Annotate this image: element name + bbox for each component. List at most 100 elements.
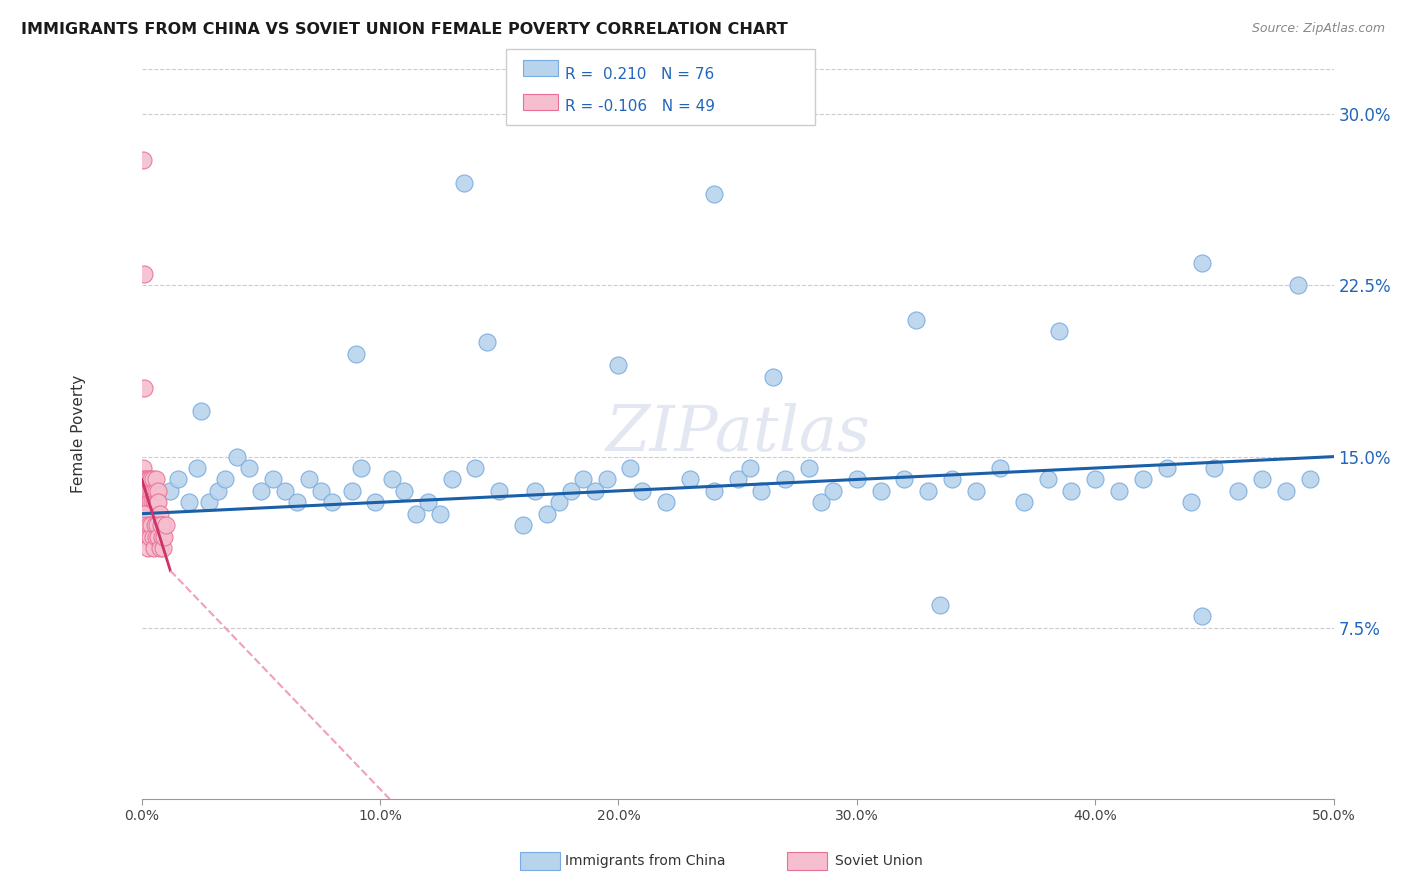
Point: [143, 495, 166, 509]
Text: R = -0.106   N = 49: R = -0.106 N = 49: [565, 99, 716, 114]
Point: [149, 507, 172, 521]
Point: [762, 369, 785, 384]
Point: [149, 518, 172, 533]
Point: [262, 473, 284, 487]
Point: [1298, 473, 1320, 487]
Point: [619, 461, 641, 475]
Point: [190, 404, 212, 418]
Point: [340, 483, 363, 498]
Point: [134, 473, 156, 487]
Point: [560, 483, 582, 498]
Point: [132, 461, 155, 475]
Point: [364, 495, 387, 509]
Point: [810, 495, 832, 509]
Point: [134, 495, 156, 509]
Point: [679, 473, 702, 487]
Point: [344, 347, 367, 361]
Point: [655, 495, 678, 509]
Point: [440, 473, 463, 487]
Point: [905, 312, 928, 326]
Point: [477, 335, 499, 350]
Point: [197, 495, 219, 509]
Point: [524, 483, 547, 498]
Point: [132, 153, 155, 167]
Point: [135, 483, 157, 498]
Point: [775, 473, 797, 487]
Text: ZIPatlas: ZIPatlas: [605, 403, 870, 465]
Point: [135, 529, 157, 543]
Point: [136, 473, 159, 487]
Point: [321, 495, 343, 509]
Point: [845, 473, 868, 487]
Point: [893, 473, 915, 487]
Point: [250, 483, 273, 498]
Point: [142, 541, 165, 555]
Point: [138, 473, 160, 487]
Point: [381, 473, 404, 487]
Point: [150, 529, 173, 543]
Point: [738, 461, 761, 475]
Point: [405, 507, 427, 521]
Point: [1191, 255, 1213, 269]
Point: [135, 495, 157, 509]
Point: [146, 495, 169, 509]
Point: [142, 473, 165, 487]
Point: [134, 381, 156, 395]
Point: [453, 176, 475, 190]
Point: [141, 495, 163, 509]
Point: [132, 473, 155, 487]
Point: [150, 529, 173, 543]
Point: [179, 495, 201, 509]
Point: [285, 495, 308, 509]
Point: [512, 518, 534, 533]
Text: Immigrants from China: Immigrants from China: [565, 854, 725, 868]
Point: [146, 518, 169, 533]
Point: [631, 483, 654, 498]
Point: [1251, 473, 1274, 487]
Point: [1132, 473, 1154, 487]
Point: [548, 495, 571, 509]
Point: [1036, 473, 1059, 487]
Point: [595, 473, 617, 487]
Point: [350, 461, 373, 475]
Point: [1108, 483, 1130, 498]
Point: [238, 461, 260, 475]
Point: [139, 529, 162, 543]
Point: [148, 495, 170, 509]
Point: [298, 473, 321, 487]
Point: [1156, 461, 1178, 475]
Point: [226, 450, 249, 464]
Point: [141, 529, 163, 543]
Point: [917, 483, 939, 498]
Point: [143, 483, 166, 498]
Point: [274, 483, 297, 498]
Point: [143, 518, 166, 533]
Point: [166, 473, 188, 487]
Text: R =  0.210   N = 76: R = 0.210 N = 76: [565, 67, 714, 82]
Point: [988, 461, 1011, 475]
Point: [141, 518, 163, 533]
Point: [132, 267, 155, 281]
Point: [134, 483, 156, 498]
Point: [799, 461, 821, 475]
Point: [1060, 483, 1083, 498]
Point: [703, 483, 725, 498]
Point: [139, 483, 162, 498]
Point: [965, 483, 987, 498]
Point: [929, 598, 952, 612]
Point: [146, 483, 169, 498]
Text: Soviet Union: Soviet Union: [835, 854, 922, 868]
Point: [416, 495, 439, 509]
Point: [141, 483, 163, 498]
Point: [464, 461, 486, 475]
Point: [869, 483, 891, 498]
Point: [536, 507, 558, 521]
Text: IMMIGRANTS FROM CHINA VS SOVIET UNION FEMALE POVERTY CORRELATION CHART: IMMIGRANTS FROM CHINA VS SOVIET UNION FE…: [21, 22, 787, 37]
Point: [1084, 473, 1107, 487]
Point: [1275, 483, 1298, 498]
Point: [1047, 324, 1070, 338]
Text: Source: ZipAtlas.com: Source: ZipAtlas.com: [1251, 22, 1385, 36]
Point: [703, 187, 725, 202]
Point: [1191, 609, 1213, 624]
Point: [138, 483, 160, 498]
